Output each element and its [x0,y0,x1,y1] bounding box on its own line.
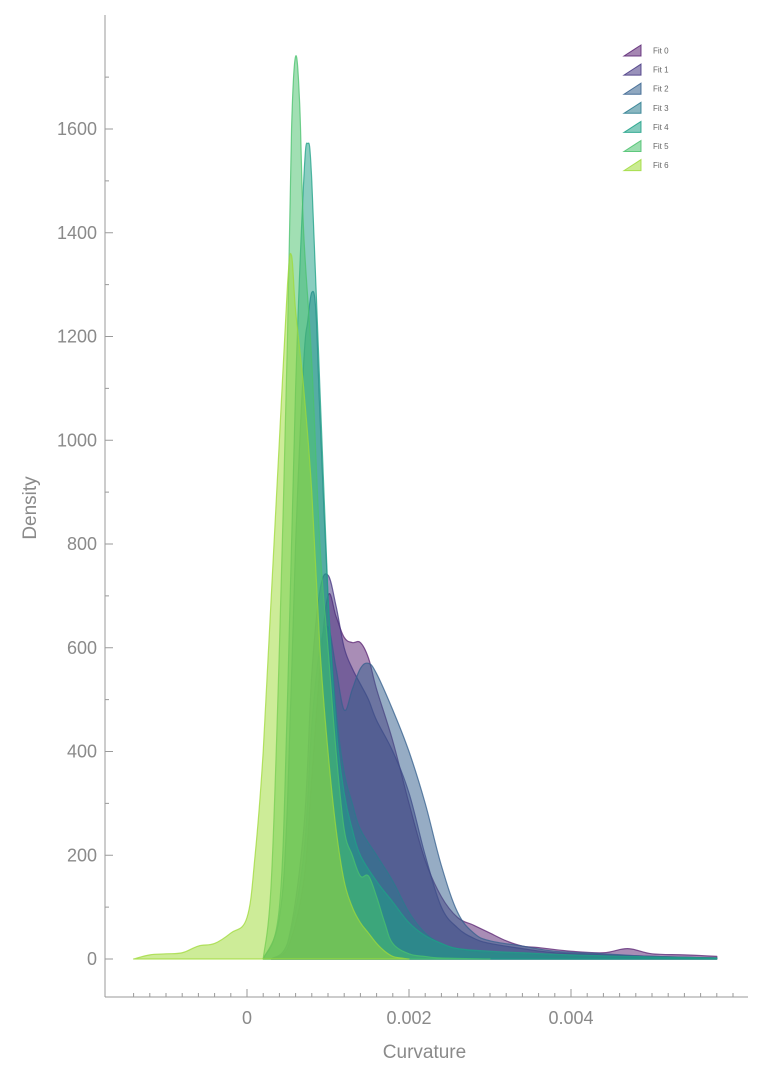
y-tick-label: 0 [87,949,97,969]
x-tick-label: 0.002 [386,1008,431,1028]
x-axis-title: Curvature [383,1042,466,1063]
legend-label: Fit 6 [653,161,669,170]
y-tick-label: 600 [67,638,97,658]
legend-swatch [622,120,642,133]
y-tick-label: 800 [67,534,97,554]
y-tick-label: 1600 [57,119,97,139]
legend-swatch [622,101,642,114]
x-tick-label: 0.004 [548,1008,593,1028]
x-tick-label: 0 [242,1008,252,1028]
legend: Fit 0 Fit 1 Fit 2 Fit 3 Fit 4 Fit 5 Fit 6 [622,44,669,172]
series-layer [133,55,718,960]
y-axis-title: Density [20,476,41,540]
y-tick-label: 1200 [57,327,97,347]
legend-label: Fit 3 [653,104,669,113]
legend-swatch [622,63,642,76]
legend-item-fit-5: Fit 5 [622,139,669,152]
legend-item-fit-4: Fit 4 [622,120,669,133]
y-tick-label: 1400 [57,223,97,243]
y-tick-label: 400 [67,742,97,762]
legend-item-fit-2: Fit 2 [622,82,669,95]
axes [104,15,748,998]
legend-item-fit-0: Fit 0 [622,44,669,57]
ticks: 0 200 400 600 800 1000 1200 1400 1600 0 0.002 0.004 [57,76,734,1028]
legend-label: Fit 4 [653,123,669,132]
y-tick-label: 1000 [57,430,97,450]
legend-label: Fit 1 [653,66,669,75]
legend-swatch [622,44,642,57]
legend-label: Fit 2 [653,85,669,94]
series-area-fit-6 [133,252,410,960]
legend-label: Fit 0 [653,47,669,56]
legend-item-fit-3: Fit 3 [622,101,669,114]
y-tick-label: 200 [67,845,97,865]
legend-item-fit-6: Fit 6 [622,158,669,172]
legend-swatch [622,139,642,152]
legend-swatch [622,82,642,95]
legend-item-fit-1: Fit 1 [622,63,669,76]
legend-label: Fit 5 [653,142,669,151]
legend-swatch [622,158,642,172]
